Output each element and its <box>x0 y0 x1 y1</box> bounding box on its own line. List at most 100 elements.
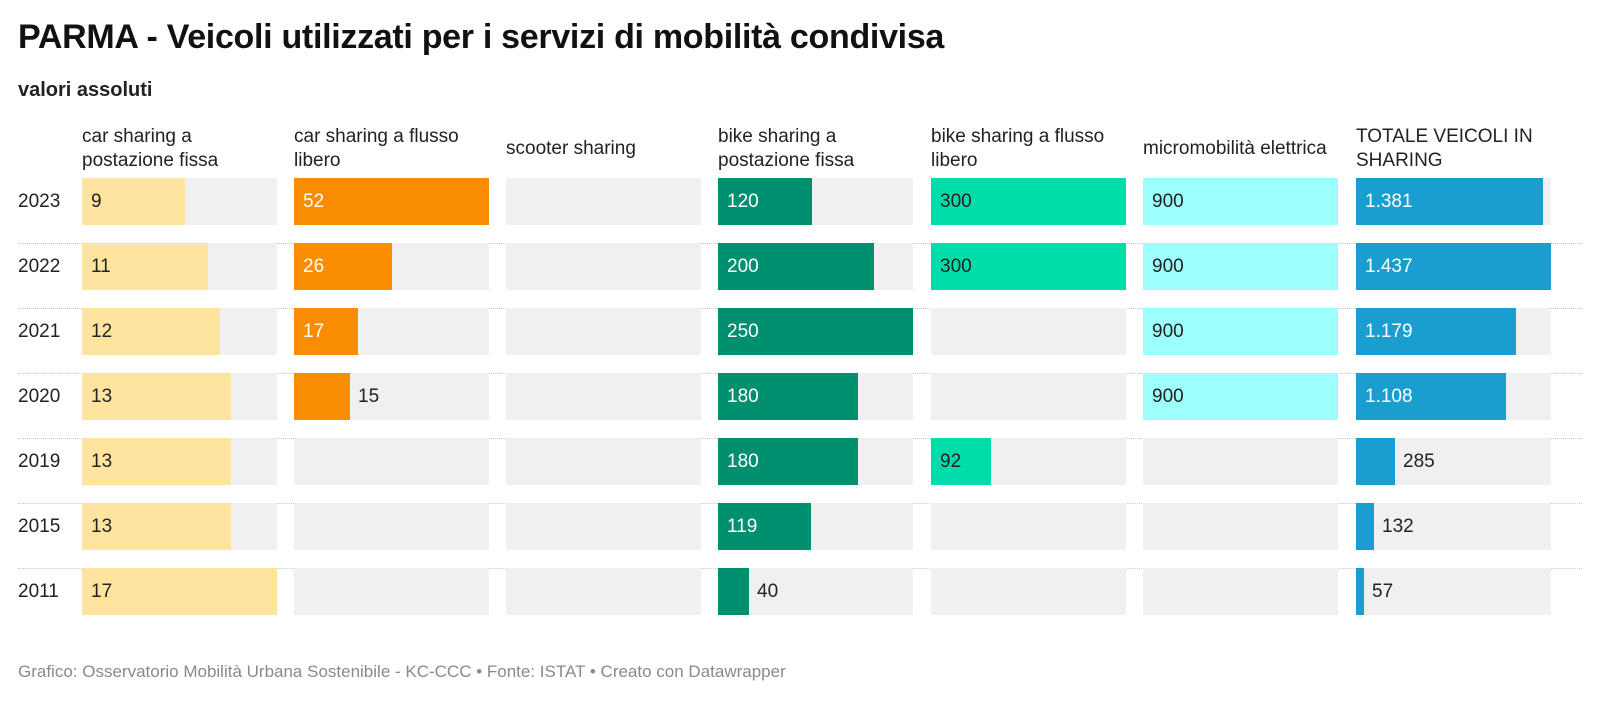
bar-track <box>1143 438 1338 485</box>
bar-value-label: 9 <box>91 191 102 212</box>
bar-value-label: 300 <box>940 191 972 212</box>
column-header-1: car sharing a flusso libero <box>294 126 459 171</box>
bar-track: 1.179 <box>1356 308 1551 355</box>
bar-track: 119 <box>718 503 913 550</box>
bar <box>82 438 231 485</box>
column-header-0: car sharing a postazione fissa <box>82 126 219 171</box>
bar-value-label: 900 <box>1152 256 1184 277</box>
chart-title: PARMA - Veicoli utilizzati per i servizi… <box>18 18 945 56</box>
bar-track <box>506 568 701 615</box>
bar-track <box>294 438 489 485</box>
bar <box>82 503 231 550</box>
bar <box>718 568 749 615</box>
bar-value-label: 52 <box>303 191 325 212</box>
bar-value-label: 26 <box>303 256 325 277</box>
bar-track: 13 <box>82 503 277 550</box>
bar-track: 900 <box>1143 373 1338 420</box>
bar-track: 17 <box>294 308 489 355</box>
bar-value-label: 12 <box>91 321 113 342</box>
bar-value-label: 180 <box>727 386 759 407</box>
bar-value-label: 57 <box>1372 581 1394 602</box>
bar-value-label: 15 <box>358 386 380 407</box>
row-year-label: 2020 <box>18 386 61 407</box>
row-year-label: 2021 <box>18 321 61 342</box>
column-header-4: bike sharing a flusso libero <box>931 126 1105 171</box>
bar <box>931 438 991 485</box>
bar-track: 132 <box>1356 503 1551 550</box>
bar <box>1356 178 1543 225</box>
bar-track <box>506 308 701 355</box>
bar <box>718 308 913 355</box>
bar-track: 11 <box>82 243 277 290</box>
bar-track <box>294 568 489 615</box>
bar-track: 180 <box>718 438 913 485</box>
bar <box>1143 373 1338 420</box>
chart-footer: Grafico: Osservatorio Mobilità Urbana So… <box>18 662 786 681</box>
bar-track <box>506 373 701 420</box>
bar <box>82 243 208 290</box>
bar <box>718 243 874 290</box>
bar-track: 26 <box>294 243 489 290</box>
bar <box>1356 503 1374 550</box>
bar-track: 250 <box>718 308 913 355</box>
bar-value-label: 900 <box>1152 191 1184 212</box>
bar <box>1356 438 1395 485</box>
bar-value-label: 180 <box>727 451 759 472</box>
bar-track: 120 <box>718 178 913 225</box>
bar <box>1356 308 1516 355</box>
table-row: 2023 9 52 120 300 900 1.381 <box>0 175 1600 244</box>
bar-value-label: 285 <box>1403 451 1435 472</box>
bar-track: 900 <box>1143 178 1338 225</box>
bar-track <box>506 178 701 225</box>
bar-value-label: 40 <box>757 581 779 602</box>
bar-track: 52 <box>294 178 489 225</box>
bar <box>1356 373 1506 420</box>
table-row: 2022 11 26 200 300 900 1.437 <box>0 240 1600 309</box>
bar-value-label: 250 <box>727 321 759 342</box>
bar-value-label: 900 <box>1152 321 1184 342</box>
bar-value-label: 900 <box>1152 386 1184 407</box>
bar-track <box>506 438 701 485</box>
bar-track <box>506 243 701 290</box>
bar <box>294 373 350 420</box>
table-row: 2020 13 15 180 900 1.108 <box>0 370 1600 439</box>
bar <box>718 438 858 485</box>
bar <box>82 373 231 420</box>
bar-track <box>931 373 1126 420</box>
table-row: 2011 17 40 57 <box>0 565 1600 631</box>
bar-track <box>294 503 489 550</box>
table-row: 2021 12 17 250 900 1.179 <box>0 305 1600 374</box>
bar-track <box>931 308 1126 355</box>
column-headers: car sharing a postazione fissa car sharin… <box>0 124 1600 174</box>
bar-value-label: 1.437 <box>1365 256 1413 277</box>
bar-value-label: 13 <box>91 386 113 407</box>
bar <box>718 178 812 225</box>
bar-track <box>1143 503 1338 550</box>
bar-track: 13 <box>82 373 277 420</box>
bar <box>82 308 220 355</box>
bar-value-label: 1.108 <box>1365 386 1413 407</box>
bar-track <box>931 568 1126 615</box>
bar-track: 40 <box>718 568 913 615</box>
bar <box>1356 243 1551 290</box>
column-header-5: micromobilità elettrica <box>1143 138 1327 159</box>
row-year-label: 2015 <box>18 516 61 537</box>
bar-value-label: 300 <box>940 256 972 277</box>
bar <box>1143 243 1338 290</box>
bar-track <box>931 503 1126 550</box>
bar-value-label: 119 <box>727 516 758 537</box>
bar <box>294 178 489 225</box>
bar <box>931 178 1126 225</box>
bar-value-label: 13 <box>91 516 113 537</box>
bar-track: 1.381 <box>1356 178 1551 225</box>
column-header-2: scooter sharing <box>506 138 636 159</box>
bar-value-label: 92 <box>940 451 962 472</box>
bar <box>82 178 185 225</box>
bar <box>82 568 277 615</box>
row-year-label: 2023 <box>18 191 61 212</box>
bar <box>294 243 392 290</box>
bar-track: 300 <box>931 243 1126 290</box>
bar-value-label: 17 <box>91 581 113 602</box>
bar <box>718 373 858 420</box>
bar <box>294 308 358 355</box>
